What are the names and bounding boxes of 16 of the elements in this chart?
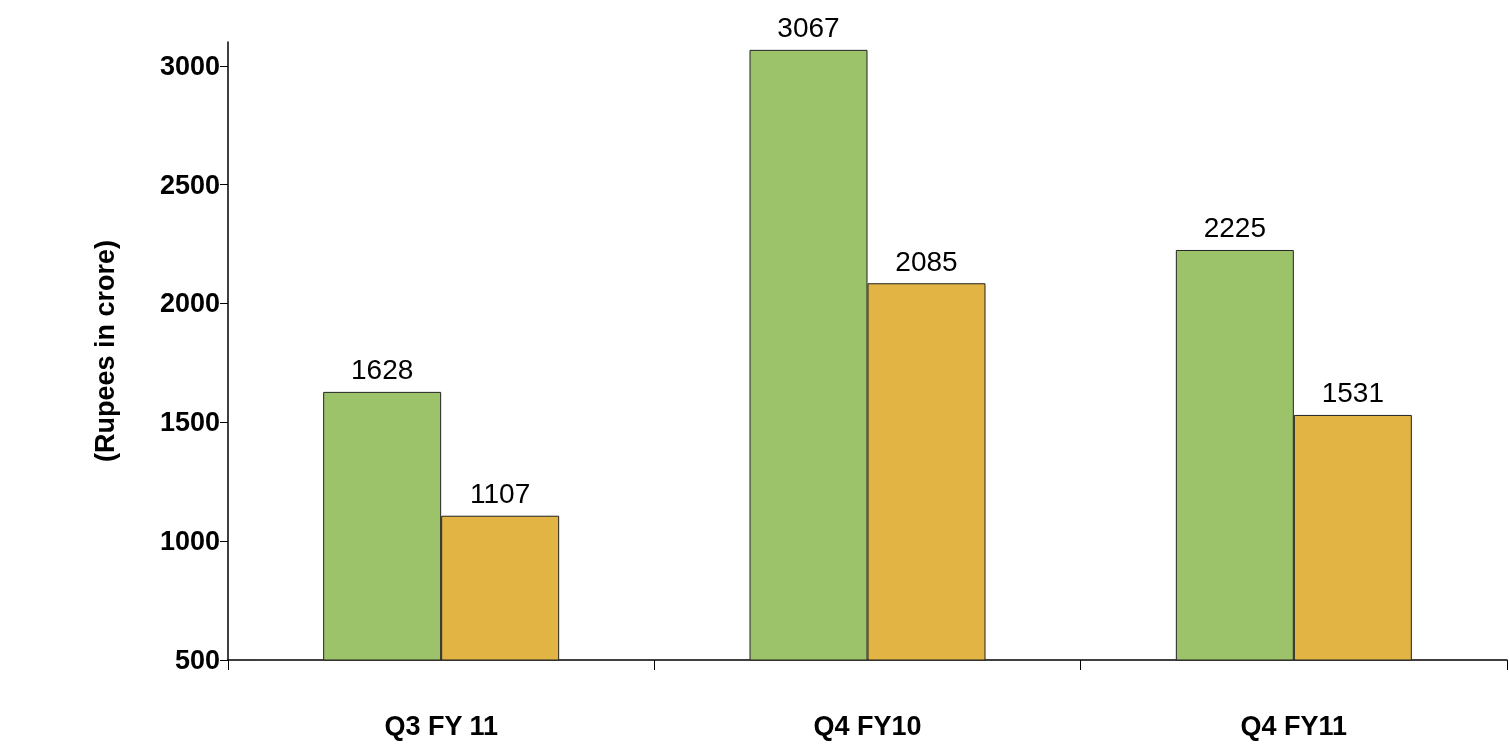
data-label: 1531	[1321, 377, 1384, 409]
y-tick-label: 3000	[159, 50, 220, 81]
x-tick-label: Q3 FY 11	[384, 710, 498, 741]
y-axis-title: (Rupees in crore)	[89, 239, 120, 463]
y-tick-label: 500	[174, 645, 220, 675]
y-tick-label: 2000	[159, 288, 220, 319]
data-label: 2085	[895, 245, 958, 277]
y-tick-label: 1500	[159, 407, 220, 438]
data-label: 1107	[470, 478, 531, 510]
x-tick-label: Q4 FY10	[813, 710, 922, 741]
y-tick-label: 1000	[159, 526, 220, 557]
data-label: 2225	[1203, 212, 1266, 244]
y-tick-label: 2500	[159, 169, 220, 200]
data-label: 1628	[351, 354, 414, 386]
data-label: 3067	[777, 12, 840, 44]
x-tick-label: Q4 FY11	[1240, 710, 1348, 741]
